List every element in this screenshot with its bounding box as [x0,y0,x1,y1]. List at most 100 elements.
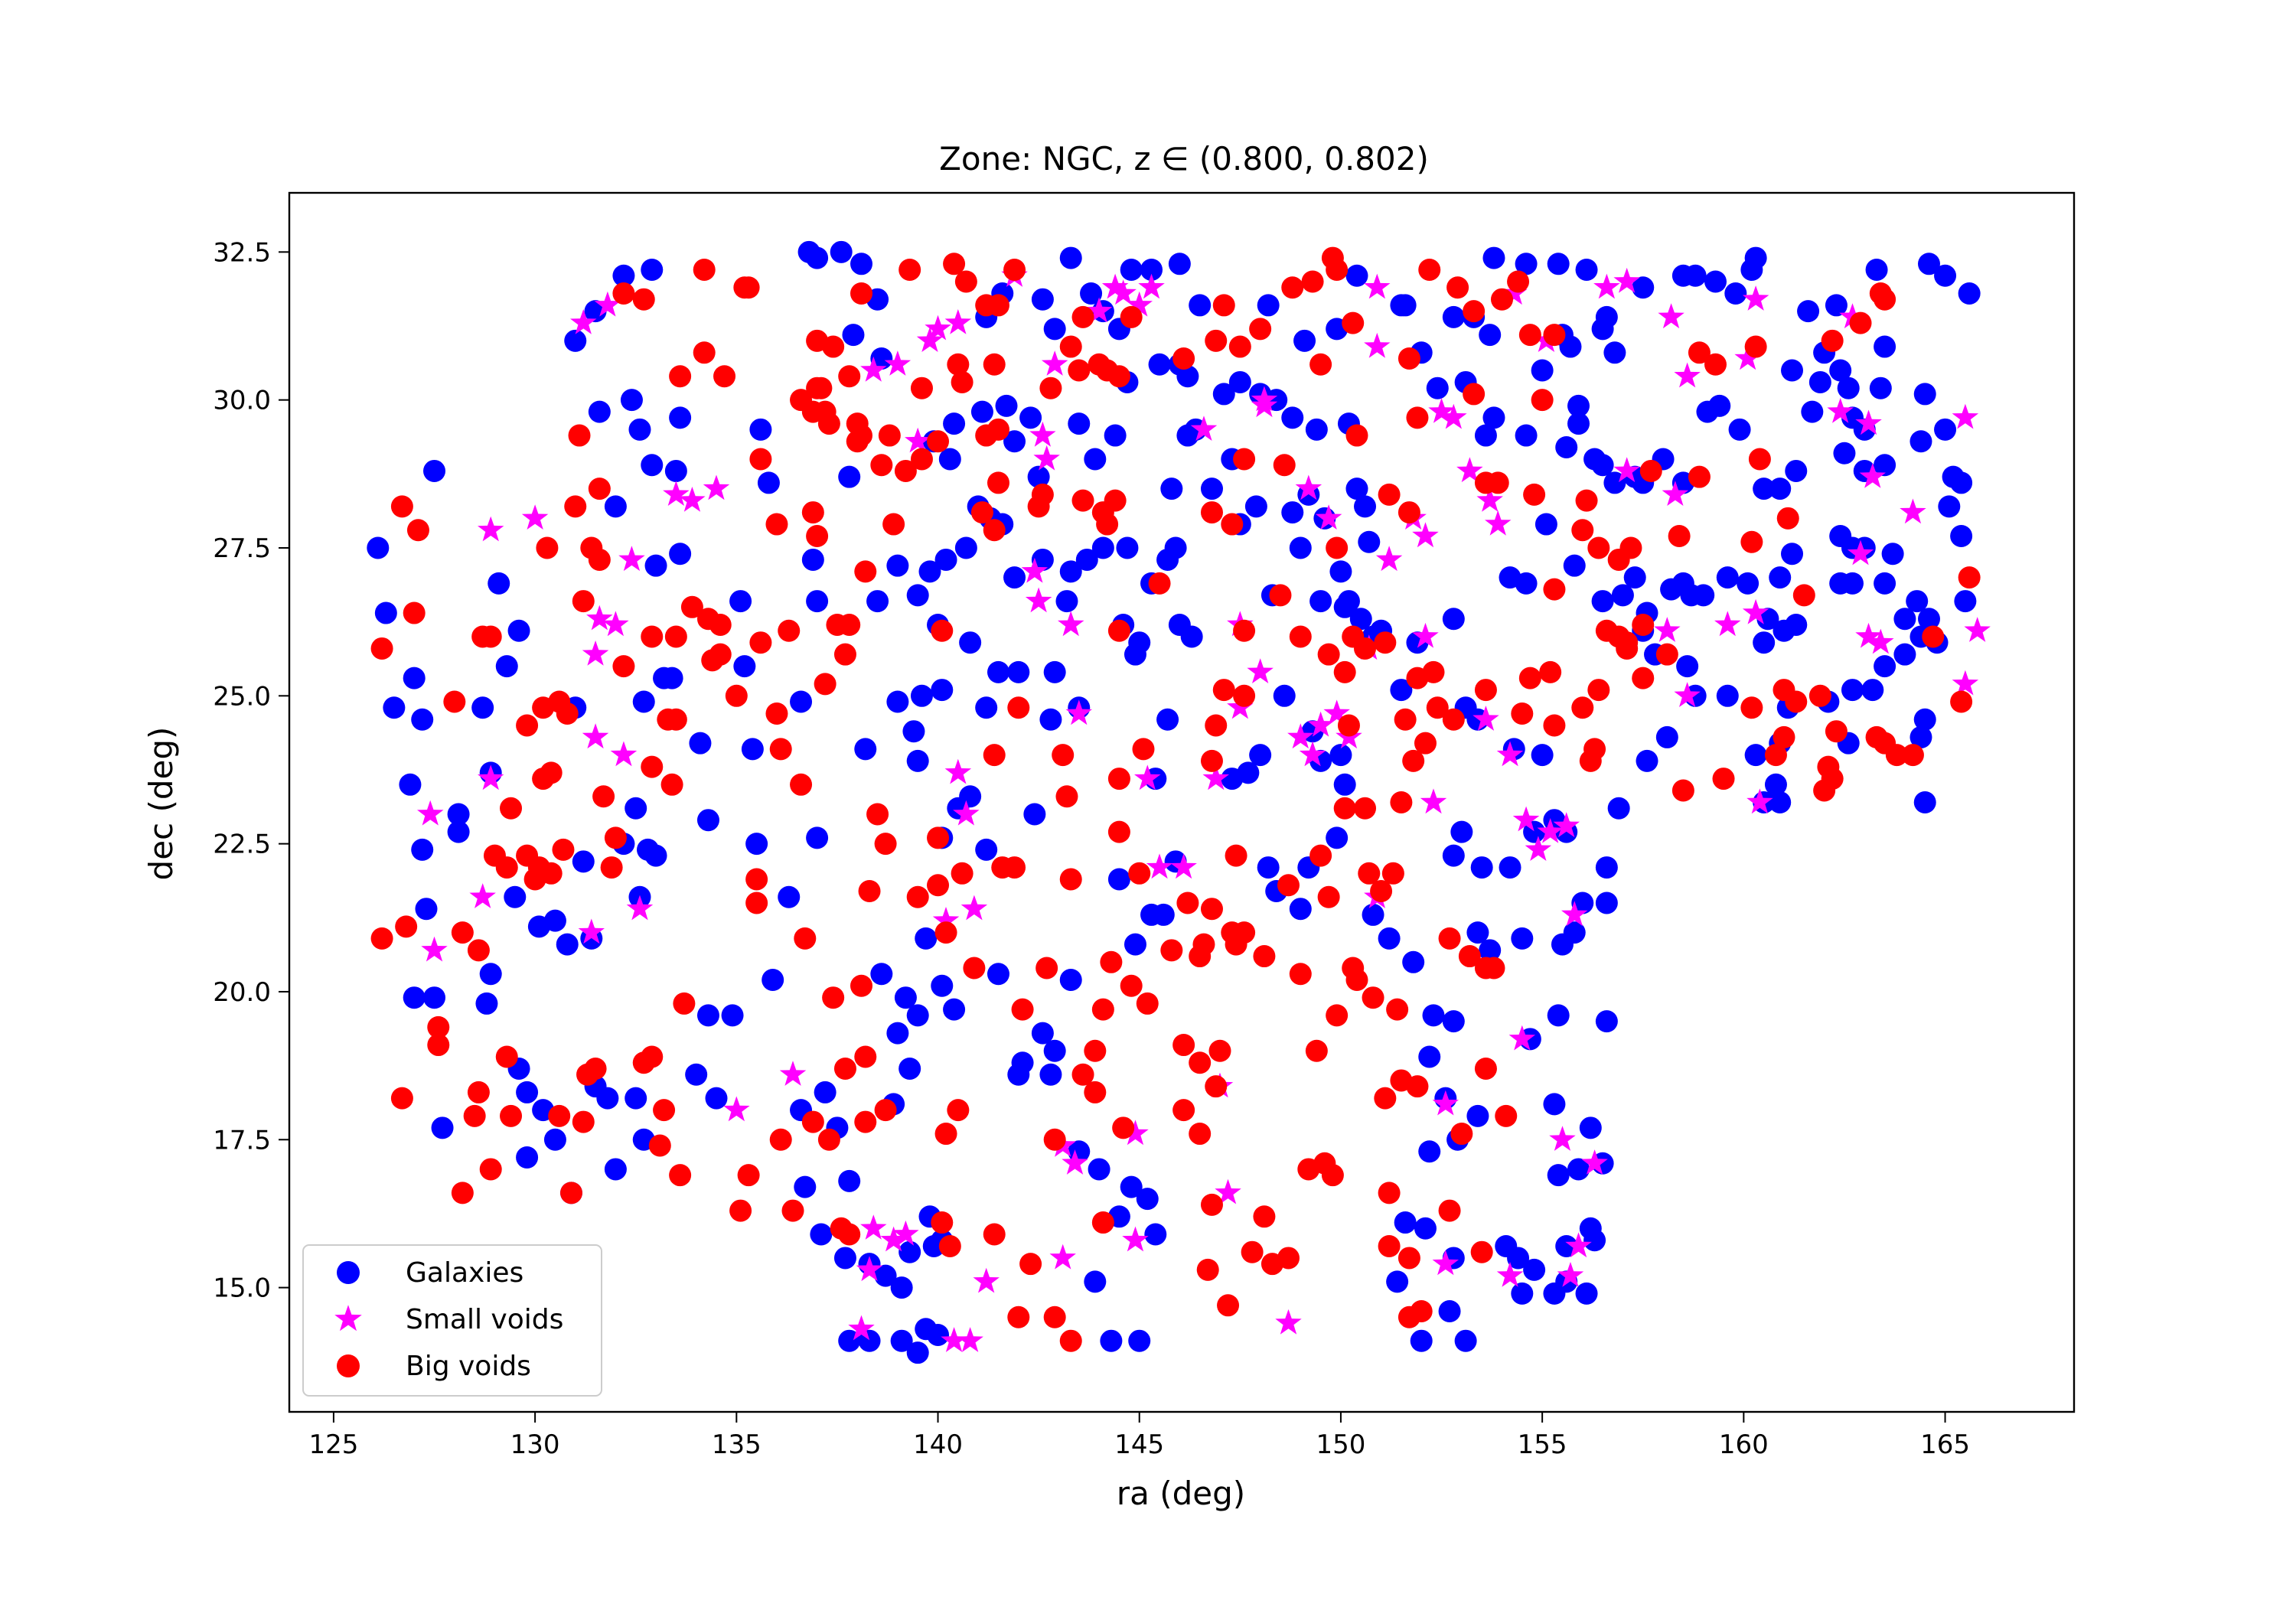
small-voids-point [1033,445,1060,471]
small-voids-point [1029,421,1056,447]
big-voids-point [1189,1051,1212,1074]
galaxies-point [1257,294,1280,317]
galaxies-point [1329,744,1352,767]
small-voids-point [1375,546,1403,572]
galaxies-point [1358,530,1381,553]
small-voids-point [1496,741,1524,767]
big-voids-point [1277,874,1300,897]
big-voids-point [1748,448,1771,471]
galaxies-point [1744,246,1767,269]
small-voids-point [1537,818,1564,843]
small-voids-point [905,427,931,453]
small-voids-point [1307,711,1334,737]
big-voids-point [931,619,954,642]
big-voids-point [737,276,760,299]
small-voids-point [1847,539,1874,566]
galaxies-point [1128,1329,1151,1352]
big-voids-point [1792,584,1815,607]
galaxies-point [954,536,977,559]
galaxies-point [938,448,961,471]
galaxies-point [1595,856,1618,879]
galaxies-point [431,1116,454,1139]
big-voids-point [612,282,635,305]
big-voids-point [1378,1234,1401,1257]
big-voids-point [983,353,1006,376]
galaxies-point [1418,1140,1441,1163]
big-voids-point [1632,614,1655,637]
galaxies-point [516,1146,539,1169]
galaxies-point [423,986,446,1009]
galaxies-point [902,720,925,743]
galaxies-point [1515,424,1538,447]
big-voids-point [1901,744,1924,767]
galaxies-point [644,554,667,577]
big-voids-point [1704,353,1727,376]
big-voids-point [1539,660,1562,683]
big-voids-point [1450,1123,1473,1146]
galaxies-point [1080,282,1103,305]
galaxies-point [1575,1282,1598,1305]
galaxies-point [1479,939,1502,962]
galaxies-point [1913,383,1936,406]
y-axis-label: dec (deg) [142,727,180,881]
galaxies-point [1152,903,1175,926]
big-voids-point [1639,459,1662,482]
small-voids-point [1025,587,1052,613]
big-voids-point [600,856,623,879]
small-voids-point [1295,474,1322,500]
big-voids-point [1326,259,1349,282]
galaxies-point [922,1234,945,1257]
small-voids-point [417,800,444,826]
galaxies-point [874,1264,897,1287]
galaxies-point [934,548,957,571]
galaxies-point [1168,253,1191,275]
big-voids-point [1354,637,1377,660]
galaxies-point [669,406,692,429]
big-voids-point [1785,690,1808,713]
galaxies-point [632,690,655,713]
galaxies-point [745,833,768,856]
big-voids-point [572,1110,595,1133]
big-voids-point [1277,1247,1300,1270]
big-voids-point [943,253,966,275]
small-voids-point [1512,806,1540,832]
big-voids-point [1579,749,1602,772]
big-voids-point [817,1128,840,1151]
big-voids-point [846,430,869,453]
big-voids-point [1543,714,1566,737]
galaxies-point [1655,725,1678,748]
big-voids-point [1474,471,1497,494]
galaxies-point [830,240,853,263]
small-voids-point [1420,788,1447,814]
big-voids-point [1212,679,1235,702]
small-voids-point [1456,457,1483,483]
big-voids-point [1071,305,1094,328]
big-voids-point [1342,957,1365,980]
big-voids-point [1374,1087,1397,1110]
big-voids-point [894,459,917,482]
big-voids-point [500,797,523,820]
galaxies-point [1244,495,1267,518]
galaxies-point [1120,259,1143,282]
big-voids-point [1358,862,1381,885]
big-voids-point [938,1234,961,1257]
big-voids-point [1345,424,1368,447]
galaxies-point [1362,903,1384,926]
galaxies-point [987,963,1009,986]
big-voids-point [588,478,611,500]
big-voids-point [765,513,788,536]
big-voids-point [874,833,897,856]
galaxies-point [1116,536,1139,559]
big-voids-point [1470,1240,1493,1263]
small-voids-point [1581,1149,1608,1175]
big-voids-point [1849,311,1872,334]
big-voids-point [1035,957,1058,980]
big-voids-point [641,1045,664,1068]
galaxies-point [1140,259,1163,282]
galaxies-point [1523,1258,1546,1281]
galaxies-point [1753,631,1776,654]
galaxies-point [1007,1063,1030,1086]
galaxies-point [1829,525,1852,548]
legend-galaxies-label: Galaxies [406,1257,523,1289]
